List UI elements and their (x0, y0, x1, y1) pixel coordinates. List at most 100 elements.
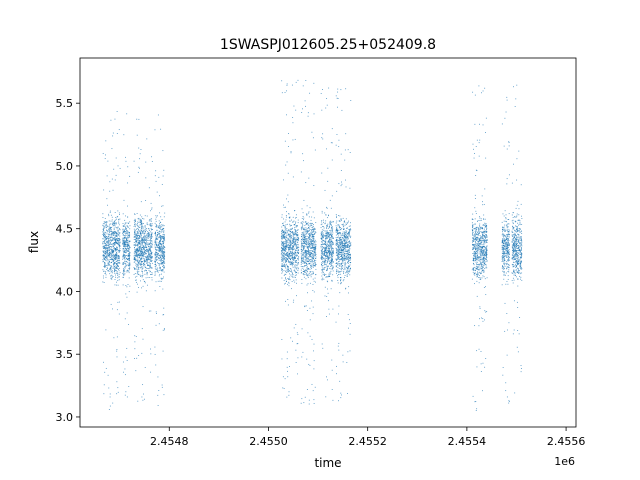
data-point (138, 166, 140, 168)
data-point (302, 247, 304, 249)
data-point (102, 242, 104, 244)
data-point (103, 227, 105, 229)
data-point (104, 241, 106, 243)
data-point (314, 259, 316, 261)
data-point (310, 266, 312, 268)
data-point (105, 272, 107, 274)
data-point (344, 268, 346, 270)
data-point (337, 249, 339, 251)
data-point (344, 253, 346, 255)
data-point (107, 204, 108, 206)
data-point (141, 251, 143, 253)
data-point (313, 280, 315, 282)
data-point (347, 242, 349, 244)
data-point (344, 261, 346, 263)
data-point (288, 243, 290, 245)
data-point (139, 259, 141, 261)
data-point (295, 221, 297, 223)
data-point (160, 128, 162, 130)
data-point (320, 247, 322, 249)
data-point (149, 264, 151, 266)
data-point (144, 243, 146, 245)
data-point (113, 337, 115, 339)
data-point (322, 265, 324, 266)
data-point (345, 247, 347, 249)
data-point (140, 234, 142, 236)
data-point (281, 243, 283, 245)
data-point (326, 235, 328, 237)
data-point (111, 272, 113, 274)
data-point (340, 242, 342, 244)
data-point (283, 241, 284, 243)
data-point (303, 229, 305, 230)
data-point (147, 258, 149, 260)
data-point (336, 217, 337, 218)
data-point (117, 244, 119, 246)
data-point (146, 274, 148, 276)
data-point (336, 248, 338, 250)
data-point (127, 235, 129, 237)
data-point (329, 223, 331, 225)
data-point (313, 249, 315, 251)
data-point (140, 232, 142, 234)
data-point (343, 239, 345, 241)
data-point (283, 235, 285, 237)
data-point (339, 220, 341, 222)
data-point (337, 280, 339, 281)
data-point (148, 246, 150, 247)
data-point (324, 246, 326, 248)
data-point (134, 358, 135, 359)
data-point (141, 257, 143, 259)
data-point (322, 236, 324, 238)
data-point (331, 227, 333, 229)
data-point (325, 252, 327, 254)
data-point (348, 249, 350, 251)
data-point (138, 219, 140, 221)
data-point (282, 244, 284, 246)
data-point (139, 242, 140, 244)
data-point (122, 256, 124, 258)
data-point (109, 238, 111, 240)
data-point (281, 247, 282, 248)
data-point (320, 224, 322, 226)
data-point (149, 250, 151, 252)
data-point (300, 256, 302, 258)
data-point (308, 241, 309, 243)
data-point (122, 263, 124, 265)
data-point (296, 267, 297, 269)
data-point (331, 243, 333, 245)
data-point (159, 237, 161, 239)
data-point (159, 249, 161, 251)
data-point (114, 238, 116, 240)
data-point (291, 249, 293, 250)
data-point (282, 258, 284, 260)
data-point (289, 279, 291, 281)
data-point (304, 234, 306, 236)
data-point (347, 268, 349, 270)
data-point (337, 224, 339, 225)
data-point (122, 240, 124, 242)
data-point (144, 251, 146, 253)
data-point (315, 274, 317, 276)
data-point (142, 274, 144, 276)
data-point (293, 243, 295, 245)
data-point (309, 234, 311, 235)
data-point (128, 253, 130, 255)
data-point (322, 247, 323, 249)
data-point (155, 232, 156, 234)
data-point (313, 251, 315, 253)
data-point (327, 247, 329, 249)
data-point (348, 247, 350, 249)
data-point (123, 260, 125, 262)
data-point (329, 273, 331, 275)
data-point (145, 242, 147, 244)
data-point (138, 250, 140, 251)
data-point (103, 233, 104, 235)
data-point (324, 261, 326, 263)
data-point (148, 232, 150, 234)
data-point (302, 228, 304, 230)
data-point (327, 254, 329, 256)
data-point (129, 285, 131, 287)
data-point (292, 261, 294, 263)
data-point (148, 254, 150, 255)
